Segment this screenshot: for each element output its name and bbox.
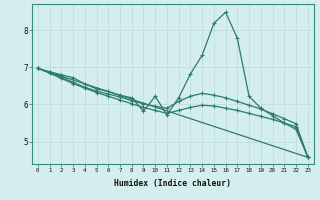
X-axis label: Humidex (Indice chaleur): Humidex (Indice chaleur) (114, 179, 231, 188)
